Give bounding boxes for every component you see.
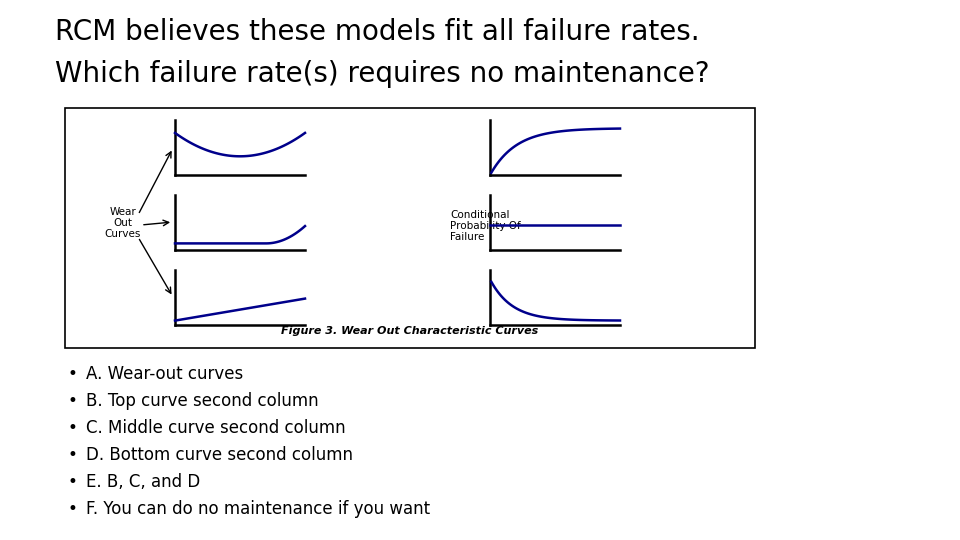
Text: •: • xyxy=(68,500,78,518)
Bar xyxy=(65,108,755,348)
Text: RCM believes these models fit all failure rates.: RCM believes these models fit all failur… xyxy=(55,18,700,46)
Text: F. You can do no maintenance if you want: F. You can do no maintenance if you want xyxy=(86,500,430,518)
Text: •: • xyxy=(68,446,78,464)
Text: D. Bottom curve second column: D. Bottom curve second column xyxy=(86,446,353,464)
Text: Conditional: Conditional xyxy=(450,210,510,220)
Text: A. Wear-out curves: A. Wear-out curves xyxy=(86,365,243,383)
Text: Curves: Curves xyxy=(105,229,141,239)
Text: Out: Out xyxy=(113,218,132,228)
Text: Figure 3. Wear Out Characteristic Curves: Figure 3. Wear Out Characteristic Curves xyxy=(281,326,539,336)
Text: •: • xyxy=(68,419,78,437)
Text: •: • xyxy=(68,392,78,410)
Text: Failure: Failure xyxy=(450,232,485,242)
Text: •: • xyxy=(68,365,78,383)
Text: Probability Of: Probability Of xyxy=(450,221,520,231)
Text: Wear: Wear xyxy=(109,207,136,217)
Text: E. B, C, and D: E. B, C, and D xyxy=(86,473,201,491)
Text: C. Middle curve second column: C. Middle curve second column xyxy=(86,419,346,437)
Text: •: • xyxy=(68,473,78,491)
Text: B. Top curve second column: B. Top curve second column xyxy=(86,392,319,410)
Text: Which failure rate(s) requires no maintenance?: Which failure rate(s) requires no mainte… xyxy=(55,60,709,88)
